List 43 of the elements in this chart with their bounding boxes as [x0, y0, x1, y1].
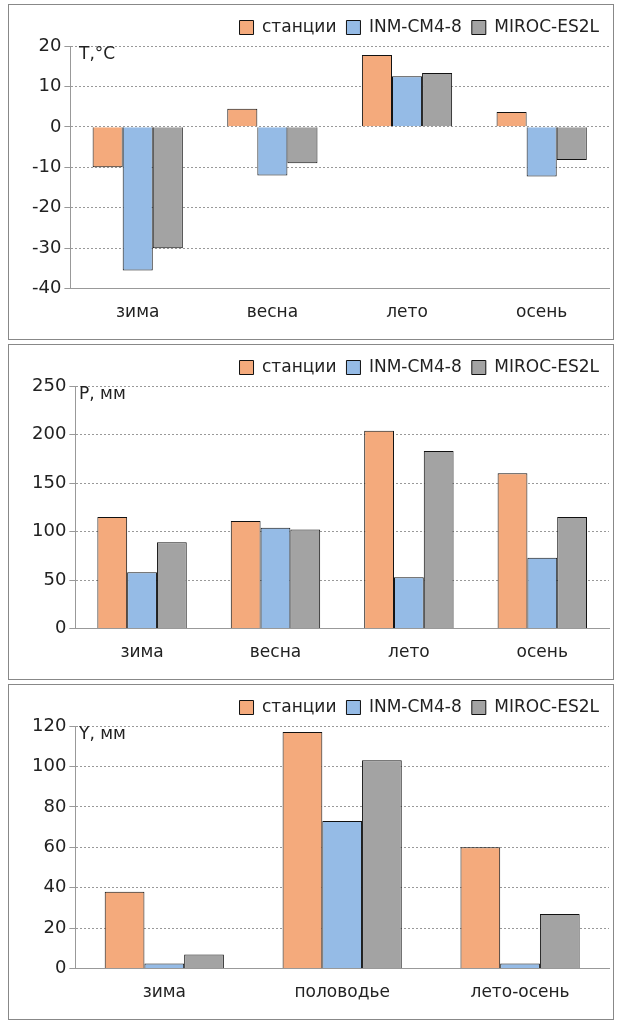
legend-label: INM-CM4-8: [368, 355, 462, 376]
y-tick-label: -30: [31, 235, 62, 257]
x-tick-label: зима: [116, 301, 160, 322]
y-tick-label: 20: [38, 33, 62, 55]
legend-label: INM-CM4-8: [368, 15, 462, 36]
y-tick-label: -20: [31, 195, 62, 217]
y-tick-label: 50: [43, 567, 67, 589]
y-tick-label: 0: [54, 956, 67, 978]
y-tick-label: 60: [43, 834, 67, 856]
x-tick-label: зима: [120, 641, 164, 662]
x-tick-label: осень: [516, 641, 568, 662]
y-tick-label: 200: [32, 422, 67, 444]
y-axis-title: P, мм: [79, 383, 126, 403]
y-tick-label: 40: [43, 875, 67, 897]
x-tick-label: весна: [246, 301, 299, 322]
legend-label: MIROC-ES2L: [494, 15, 600, 36]
x-tick-label: лето-осень: [470, 981, 570, 1002]
x-tick-label: лето: [388, 641, 430, 662]
x-tick-label: осень: [516, 301, 568, 322]
y-tick-label: 0: [54, 616, 67, 638]
y-tick-label: 0: [49, 114, 62, 136]
y-tick-label: 100: [32, 519, 67, 541]
y-tick-label: 150: [32, 470, 67, 492]
y-tick-label: 20: [43, 915, 67, 937]
x-tick-label: весна: [249, 641, 302, 662]
y-axis-title: Y, мм: [79, 723, 126, 743]
y-tick-label: 100: [32, 754, 67, 776]
y-tick-label: -10: [31, 154, 62, 176]
legend-label: станции: [262, 355, 337, 376]
legend-label: станции: [262, 695, 337, 716]
legend-label: MIROC-ES2L: [494, 695, 600, 716]
y-tick-label: 250: [32, 373, 67, 395]
y-tick-label: 120: [32, 713, 67, 735]
x-tick-label: половодье: [294, 981, 390, 1002]
y-tick-label: -40: [31, 276, 62, 298]
y-axis-title: T,°C: [79, 43, 116, 63]
y-tick-label: 10: [38, 74, 62, 96]
legend-label: MIROC-ES2L: [494, 355, 600, 376]
legend-label: INM-CM4-8: [368, 695, 462, 716]
y-tick-label: 80: [43, 794, 67, 816]
legend-label: станции: [262, 15, 337, 36]
x-tick-label: зима: [142, 981, 186, 1002]
x-tick-label: лето: [386, 301, 428, 322]
